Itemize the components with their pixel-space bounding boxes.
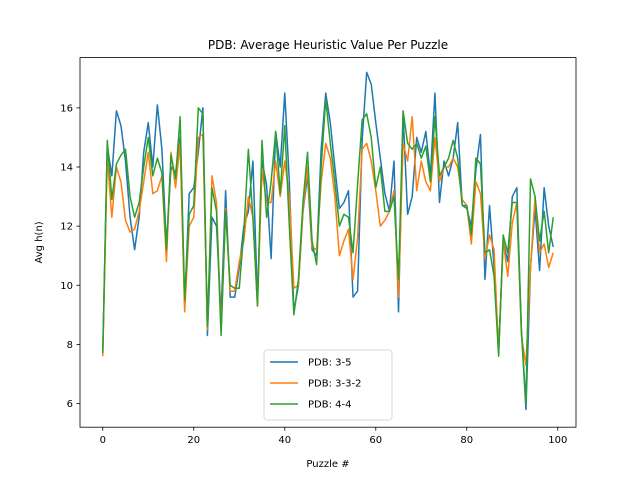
y-tick-label: 6: [67, 399, 73, 410]
y-axis-label: Avg h(n): [34, 221, 45, 263]
x-tick-label: 40: [278, 435, 291, 446]
series-layer: [102, 71, 554, 411]
x-axis-label: Puzzle #: [306, 459, 349, 470]
y-tick-label: 12: [60, 222, 73, 233]
series-line-2: [102, 115, 554, 366]
y-axis-ticks: 6 8 10 12 14 16: [60, 103, 80, 410]
y-tick-label: 10: [60, 281, 73, 292]
y-tick-label: 16: [60, 103, 73, 114]
legend: PDB: 3-5 PDB: 3-3-2 PDB: 4-4: [263, 349, 393, 421]
chart-title: PDB: Average Heuristic Value Per Puzzle: [208, 38, 448, 52]
y-tick-label: 14: [60, 163, 73, 174]
x-tick-label: 100: [548, 435, 567, 446]
x-axis-ticks: 0 20 40 60 80 100: [100, 427, 567, 446]
plot-frame: [79, 57, 577, 428]
legend-frame: [263, 349, 393, 421]
series-line-3: [102, 98, 554, 405]
x-tick-label: 60: [369, 435, 382, 446]
legend-label-3: PDB: 4-4: [308, 400, 351, 411]
x-tick-label: 0: [100, 435, 106, 446]
legend-label-2: PDB: 3-3-2: [308, 379, 361, 390]
x-tick-label: 80: [460, 435, 473, 446]
legend-label-1: PDB: 3-5: [308, 358, 351, 369]
y-tick-label: 8: [67, 340, 73, 351]
x-tick-label: 20: [187, 435, 200, 446]
